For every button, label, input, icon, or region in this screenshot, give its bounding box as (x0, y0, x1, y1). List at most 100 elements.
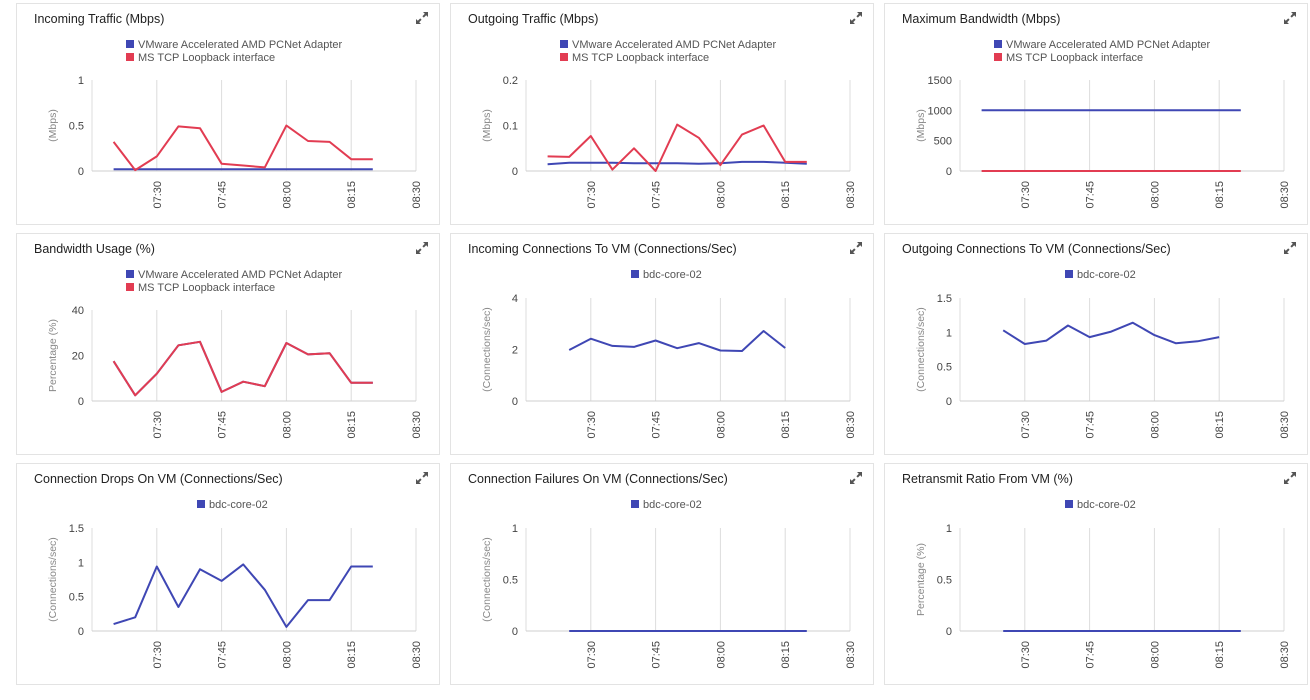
chart-title: Maximum Bandwidth (Mbps) (902, 12, 1061, 26)
y-axis-label: (Connections/sec) (47, 537, 59, 622)
series-line-vmware-accelerated-amd-pcnet-adapter[interactable] (547, 160, 807, 166)
chart-title: Incoming Traffic (Mbps) (34, 12, 165, 26)
x-tick-label: 08:30 (845, 181, 857, 209)
series-line-ms-tcp-loopback-interface[interactable] (112, 124, 373, 172)
x-tick-label: 07:45 (651, 181, 663, 209)
legend-label: VMware Accelerated AMD PCNet Adapter (138, 269, 343, 281)
x-tick-label: 08:30 (411, 411, 423, 439)
chart-title: Connection Failures On VM (Connections/S… (468, 472, 728, 486)
series-line-ms-tcp-loopback-interface[interactable] (547, 123, 807, 172)
legend-swatch (631, 500, 639, 508)
y-tick-label: 4 (512, 293, 518, 305)
expand-arrows-icon[interactable] (414, 10, 430, 26)
series-line-ms-tcp-loopback-interface[interactable] (112, 340, 373, 397)
x-tick-label: 07:30 (152, 181, 164, 209)
chart-title: Connection Drops On VM (Connections/Sec) (34, 472, 283, 486)
legend-entry[interactable]: VMware Accelerated AMD PCNet Adapter (126, 39, 343, 51)
x-tick-label: 08:15 (1214, 181, 1226, 209)
x-tick-label: 08:15 (780, 641, 792, 669)
x-tick-label: 08:30 (411, 641, 423, 669)
expand-arrows-icon[interactable] (414, 470, 430, 486)
expand-arrows-icon[interactable] (848, 470, 864, 486)
legend-entry[interactable]: bdc-core-02 (631, 499, 702, 511)
x-tick-label: 07:30 (152, 641, 164, 669)
y-tick-label: 40 (72, 305, 84, 317)
legend-entry[interactable]: bdc-core-02 (631, 269, 702, 281)
expand-arrows-icon[interactable] (848, 240, 864, 256)
x-tick-label: 07:45 (217, 181, 229, 209)
legend-entry[interactable]: VMware Accelerated AMD PCNet Adapter (994, 39, 1211, 51)
legend-swatch (197, 500, 205, 508)
y-tick-label: 0 (946, 166, 952, 178)
series-line-bdc-core-02[interactable] (568, 330, 786, 352)
x-tick-label: 07:30 (1020, 411, 1032, 439)
chart-panel-bandwidth-usage: Bandwidth Usage (%) VMware Accelerated AM… (16, 233, 440, 455)
y-tick-label: 2 (512, 345, 518, 357)
y-tick-label: 0 (78, 166, 84, 178)
y-axis-label: Percentage (%) (47, 319, 59, 392)
legend-swatch (994, 53, 1002, 61)
x-tick-label: 08:15 (780, 411, 792, 439)
x-tick-label: 08:30 (845, 641, 857, 669)
y-tick-label: 0 (512, 626, 518, 638)
x-tick-label: 08:00 (281, 181, 293, 209)
expand-arrows-icon[interactable] (848, 10, 864, 26)
y-axis-label: Percentage (%) (915, 543, 927, 616)
y-axis-label: (Mbps) (47, 109, 59, 142)
y-tick-label: 0.2 (503, 75, 518, 87)
chart-panel-outgoing-traffic-mbps: Outgoing Traffic (Mbps) VMware Accelerate… (450, 3, 874, 225)
x-tick-label: 07:30 (586, 411, 598, 439)
x-tick-label: 07:30 (1020, 641, 1032, 669)
y-axis-label: (Connections/sec) (481, 537, 493, 622)
expand-arrows-icon[interactable] (414, 240, 430, 256)
y-tick-label: 1 (946, 523, 952, 535)
legend-entry[interactable]: bdc-core-02 (197, 499, 268, 511)
legend-entry[interactable]: MS TCP Loopback interface (126, 282, 275, 294)
y-tick-label: 0 (946, 626, 952, 638)
chart-panel-maximum-bandwidth-mbps: Maximum Bandwidth (Mbps) VMware Accelerat… (884, 3, 1308, 225)
legend-label: VMware Accelerated AMD PCNet Adapter (138, 39, 343, 51)
y-tick-label: 0 (78, 626, 84, 638)
legend-label: bdc-core-02 (1077, 499, 1136, 511)
legend-swatch (560, 53, 568, 61)
x-tick-label: 08:00 (715, 641, 727, 669)
legend-entry[interactable]: bdc-core-02 (1065, 269, 1136, 281)
legend-swatch (631, 270, 639, 278)
y-tick-label: 1 (946, 327, 952, 339)
x-tick-label: 08:15 (1214, 411, 1226, 439)
y-tick-label: 0.5 (69, 121, 84, 133)
y-tick-label: 0.5 (503, 575, 518, 587)
legend-entry[interactable]: VMware Accelerated AMD PCNet Adapter (126, 269, 343, 281)
legend-entry[interactable]: MS TCP Loopback interface (560, 52, 709, 64)
x-tick-label: 08:30 (845, 411, 857, 439)
x-tick-label: 08:30 (411, 181, 423, 209)
legend-entry[interactable]: MS TCP Loopback interface (994, 52, 1143, 64)
legend-label: bdc-core-02 (643, 269, 702, 281)
legend-label: MS TCP Loopback interface (138, 52, 275, 64)
legend-entry[interactable]: MS TCP Loopback interface (126, 52, 275, 64)
x-tick-label: 07:45 (1085, 641, 1097, 669)
legend-swatch (126, 270, 134, 278)
x-tick-label: 07:45 (651, 641, 663, 669)
x-tick-label: 07:30 (586, 181, 598, 209)
chart-svg: bdc-core-02 0 0.5 1 1.5 (Connections/sec) 07:3… (915, 269, 1291, 439)
y-axis-label: (Connections/sec) (915, 307, 927, 392)
chart-panel-incoming-connections-to-vm-connections-sec: Incoming Connections To VM (Connections/… (450, 233, 874, 455)
expand-arrows-icon[interactable] (1282, 240, 1298, 256)
legend-entry[interactable]: bdc-core-02 (1065, 499, 1136, 511)
series-line-bdc-core-02[interactable] (1002, 321, 1220, 345)
series-line-bdc-core-02[interactable] (113, 563, 373, 628)
x-tick-label: 07:45 (217, 411, 229, 439)
legend-entry[interactable]: VMware Accelerated AMD PCNet Adapter (560, 39, 777, 51)
series-line-vmware-accelerated-amd-pcnet-adapter[interactable] (112, 340, 373, 397)
legend-swatch (126, 283, 134, 291)
y-tick-label: 1500 (928, 75, 952, 87)
y-axis-label: (Mbps) (481, 109, 493, 142)
x-tick-label: 07:45 (651, 411, 663, 439)
expand-arrows-icon[interactable] (1282, 470, 1298, 486)
legend-label: VMware Accelerated AMD PCNet Adapter (572, 39, 777, 51)
expand-arrows-icon[interactable] (1282, 10, 1298, 26)
x-tick-label: 08:00 (715, 181, 727, 209)
